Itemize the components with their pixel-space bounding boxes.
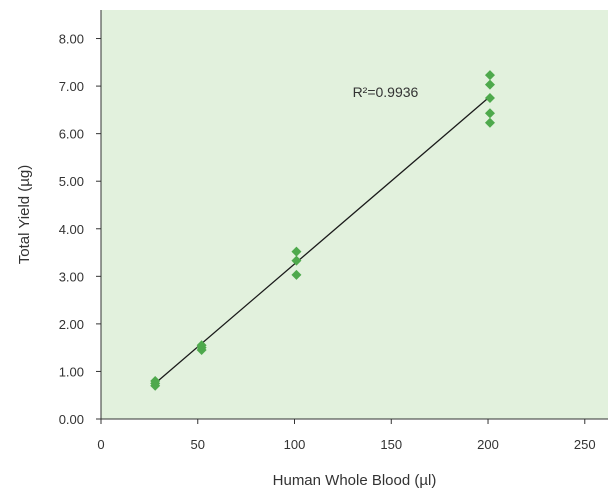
y-tick-label: 1.00: [59, 364, 84, 379]
x-tick-label: 150: [380, 437, 402, 452]
x-tick-label: 200: [477, 437, 499, 452]
x-tick-label: 250: [574, 437, 596, 452]
x-tick-label: 100: [284, 437, 306, 452]
data-point: [196, 340, 207, 351]
trendline: [154, 96, 491, 384]
data-points: [150, 70, 495, 391]
y-tick-label: 0.00: [59, 412, 84, 427]
y-axis-label: Total Yield (µg): [16, 165, 33, 265]
y-tick-label: 8.00: [59, 32, 84, 47]
y-tick-label: 6.00: [59, 127, 84, 142]
y-tick-label: 3.00: [59, 269, 84, 284]
data-point: [484, 70, 495, 81]
x-ticks: 0 50 100 150 200 250: [97, 419, 596, 452]
y-ticks: 0.00 1.00 2.00 3.00 4.00 5.00 6.00 7.00 8.00: [59, 32, 101, 427]
y-tick-label: 2.00: [59, 317, 84, 332]
y-tick-label: 7.00: [59, 79, 84, 94]
plot-area: [101, 10, 608, 419]
data-point: [484, 117, 495, 128]
data-point: [484, 92, 495, 103]
y-tick-label: 5.00: [59, 174, 84, 189]
data-point: [484, 108, 495, 119]
data-point: [484, 79, 495, 90]
data-point: [150, 375, 161, 386]
data-point: [291, 269, 302, 280]
x-axis-label: Human Whole Blood (µl): [273, 472, 437, 489]
x-tick-label: 0: [97, 437, 104, 452]
x-tick-label: 50: [191, 437, 205, 452]
r-squared-annotation: R²=0.9936: [353, 84, 419, 100]
y-tick-label: 4.00: [59, 222, 84, 237]
data-point: [291, 246, 302, 257]
data-point: [291, 255, 302, 266]
